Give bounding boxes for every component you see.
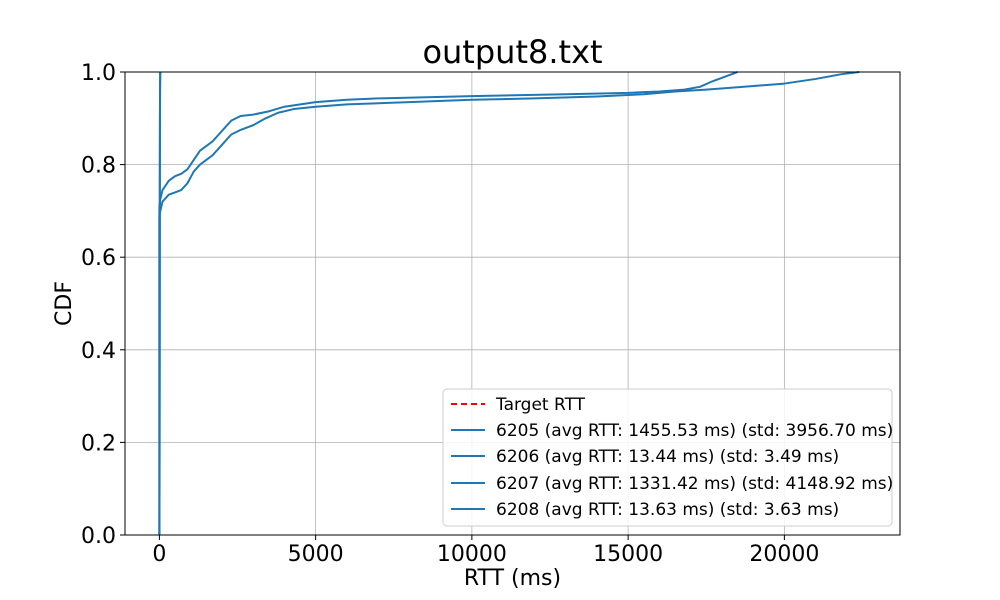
chart-title: output8.txt [422, 33, 602, 71]
x-tick-label: 15000 [593, 542, 663, 567]
y-tick-label: 0.8 [81, 154, 116, 179]
x-tick-label: 20000 [749, 542, 819, 567]
y-tick-label: 0.2 [81, 431, 116, 456]
legend-label-6206: 6206 (avg RTT: 13.44 ms) (std: 3.49 ms) [496, 447, 839, 467]
legend: Target RTT 6205 (avg RTT: 1455.53 ms) (s… [442, 388, 893, 527]
x-tick-label: 10000 [437, 542, 507, 567]
y-tick-label: 0.6 [81, 246, 116, 271]
y-tick-label: 0.4 [81, 339, 116, 364]
y-axis-label: CDF [52, 281, 77, 326]
x-tick-label: 5000 [288, 542, 344, 567]
legend-label-target-rtt: Target RTT [495, 395, 586, 415]
y-tick-label: 0.0 [81, 524, 116, 549]
legend-label-6207: 6207 (avg RTT: 1331.42 ms) (std: 4148.92… [496, 474, 893, 494]
y-tick-label: 1.0 [81, 61, 116, 86]
x-axis-label: RTT (ms) [464, 566, 561, 591]
series-line-6205 [158, 71, 860, 535]
legend-label-6208: 6208 (avg RTT: 13.63 ms) (std: 3.63 ms) [496, 500, 839, 520]
series-lines [158, 71, 860, 536]
axis-ticks: 0 5000 10000 15000 20000 0.0 0.2 0.4 0.6 0.8 1.0 [81, 61, 819, 567]
plot-frame [124, 71, 901, 536]
legend-label-6205: 6205 (avg RTT: 1455.53 ms) (std: 3956.70… [496, 421, 893, 441]
series-line-6207 [158, 71, 738, 535]
legend-frame [442, 388, 893, 527]
series-line-6208 [158, 71, 162, 536]
x-tick-label: 0 [152, 542, 166, 567]
